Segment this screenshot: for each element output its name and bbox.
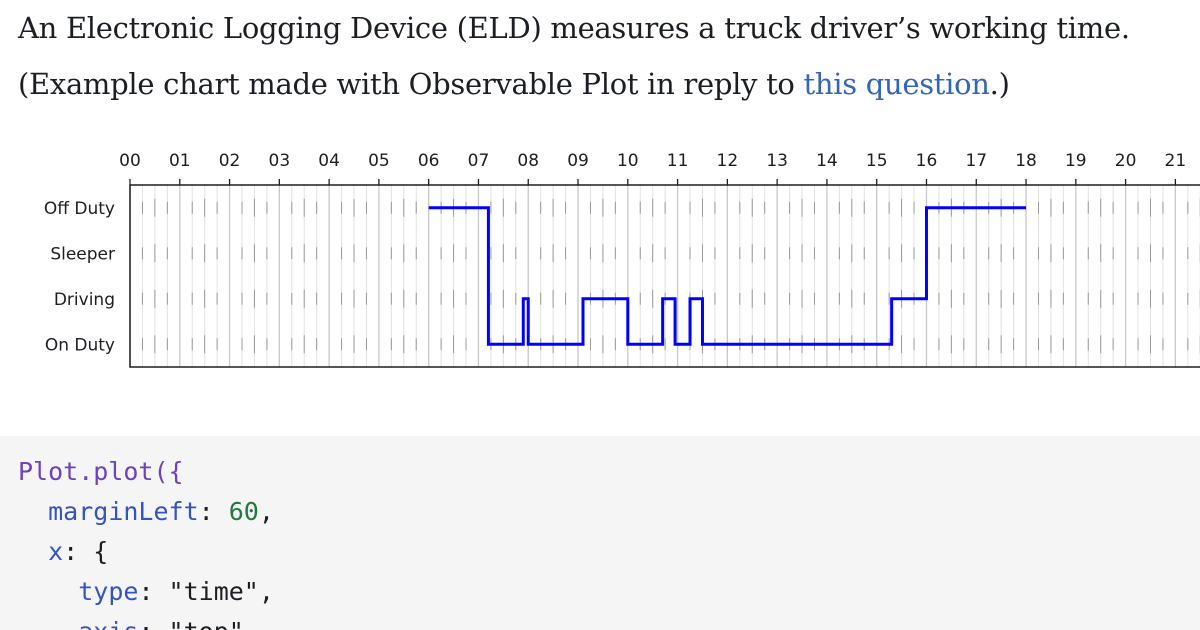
code-line-1: Plot.plot({ (18, 457, 184, 486)
code-val-type: "time" (168, 577, 259, 606)
x-tick-label: 02 (219, 151, 241, 171)
y-axis: Off Duty Sleeper Driving On Duty (44, 199, 115, 356)
y-category-label: On Duty (45, 335, 115, 355)
x-tick-label: 00 (119, 151, 141, 171)
x-tick-label: 14 (816, 151, 838, 171)
duty-status-line (428, 206, 1027, 346)
x-tick-label: 11 (667, 151, 689, 171)
plot-frame (129, 184, 1200, 368)
x-tick-label: 13 (766, 151, 788, 171)
x-tick-label: 05 (368, 151, 390, 171)
x-tick-label: 10 (617, 151, 639, 171)
x-tick-label: 06 (418, 151, 440, 171)
code-val-axis: "top" (169, 617, 244, 630)
y-category-label: Driving (54, 290, 115, 310)
x-tick-label: 15 (866, 151, 888, 171)
intro-line-2-suffix: .) (989, 67, 1010, 101)
x-tick-label: 03 (269, 151, 291, 171)
code-key-type: type (78, 577, 139, 606)
x-tick-label: 21 (1165, 151, 1187, 171)
y-category-label: Sleeper (50, 244, 115, 264)
x-axis: 00 01 02 03 04 05 06 07 08 09 10 11 12 13 14 15 16 17 18 19… (119, 151, 1186, 185)
x-tick-label: 08 (517, 151, 539, 171)
x-tick-label: 12 (717, 151, 739, 171)
x-tick-label: 19 (1065, 151, 1087, 171)
x-tick-label: 09 (567, 151, 589, 171)
x-tick-label: 18 (1015, 151, 1037, 171)
intro-line-2-prefix: (Example chart made with Observable Plot… (18, 67, 804, 101)
intro-line-2: (Example chart made with Observable Plot… (18, 56, 1188, 112)
x-tick-label: 01 (169, 151, 191, 171)
intro-text: An Electronic Logging Device (ELD) measu… (18, 0, 1188, 112)
x-tick-label: 20 (1115, 151, 1137, 171)
question-link[interactable]: this question (803, 67, 990, 101)
code-key-axis: axis (78, 617, 138, 630)
code-key-marginleft: marginLeft (48, 497, 199, 526)
x-tick-label: 16 (916, 151, 938, 171)
eld-chart: 00 01 02 03 04 05 06 07 08 09 10 11 12 13 14 15 16 17 18 19… (44, 151, 1200, 368)
code-key-x: x (48, 537, 64, 566)
y-category-label: Off Duty (44, 199, 115, 219)
code-block: Plot.plot({ marginLeft: 60, x: { type: "… (0, 436, 1200, 630)
x-tick-label: 04 (318, 151, 340, 171)
grid (129, 185, 1200, 367)
intro-line-1: An Electronic Logging Device (ELD) measu… (18, 11, 1130, 45)
code-val-marginleft: 60 (228, 497, 259, 526)
x-tick-label: 17 (965, 151, 987, 171)
x-tick-label: 07 (468, 151, 490, 171)
code-text: Plot.plot({ marginLeft: 60, x: { type: "… (0, 436, 1200, 630)
